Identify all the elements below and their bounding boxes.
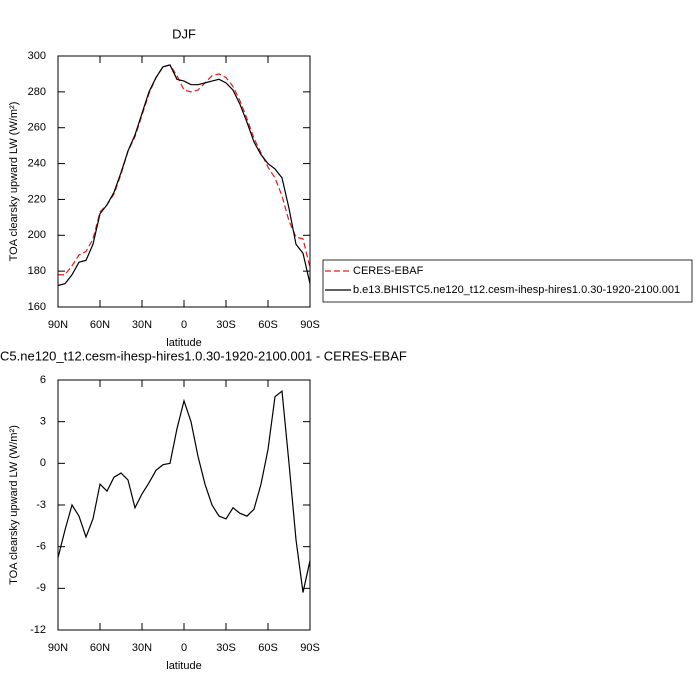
legend-label: CERES-EBAF [353, 265, 424, 277]
plot-frame [57, 55, 311, 308]
x-axis-label: latitude [166, 337, 201, 349]
x-tick-label: 30N [132, 319, 152, 331]
x-tick-label: 60N [90, 319, 110, 331]
y-axis-label: TOA clearsky upward LW (W/m²) [8, 102, 20, 262]
y-tick-label: 200 [28, 229, 46, 241]
x-tick-label: 30S [216, 642, 236, 654]
y-axis-label: TOA clearsky upward LW (W/m²) [8, 425, 20, 585]
y-tick-label: 0 [40, 457, 46, 469]
x-axis-label: latitude [166, 660, 201, 672]
y-tick-label: -3 [36, 499, 46, 511]
x-tick-label: 90N [48, 642, 68, 654]
x-tick-label: 30S [216, 319, 236, 331]
x-tick-label: 0 [181, 319, 187, 331]
y-tick-label: 220 [28, 193, 46, 205]
y-tick-label: -6 [36, 541, 46, 553]
plot-frame [57, 379, 311, 631]
y-tick-label: 6 [40, 374, 46, 386]
data-line [57, 64, 311, 287]
y-tick-label: 260 [28, 122, 46, 134]
y-tick-label: 280 [28, 86, 46, 98]
x-tick-label: 60S [258, 319, 278, 331]
x-tick-label: 90N [48, 319, 68, 331]
x-tick-label: 90S [300, 642, 320, 654]
chart-title: C5.ne120_t12.cesm-ihesp-hires1.0.30-1920… [0, 348, 407, 363]
y-tick-label: -9 [36, 582, 46, 594]
x-tick-label: 90S [300, 319, 320, 331]
legend-label: b.e13.BHISTC5.ne120_t12.cesm-ihesp-hires… [353, 284, 680, 296]
chart-title: DJF [172, 26, 196, 41]
y-tick-label: -12 [30, 624, 46, 636]
data-line [57, 389, 311, 593]
data-line [58, 64, 311, 276]
y-tick-label: 160 [28, 301, 46, 313]
legend-box [322, 259, 693, 303]
y-tick-label: 300 [28, 50, 46, 62]
y-tick-label: 3 [40, 416, 46, 428]
y-tick-label: 180 [28, 265, 46, 277]
x-tick-label: 30N [132, 642, 152, 654]
x-tick-label: 60N [90, 642, 110, 654]
x-tick-label: 60S [258, 642, 278, 654]
x-tick-label: 0 [181, 642, 187, 654]
y-tick-label: 240 [28, 157, 46, 169]
